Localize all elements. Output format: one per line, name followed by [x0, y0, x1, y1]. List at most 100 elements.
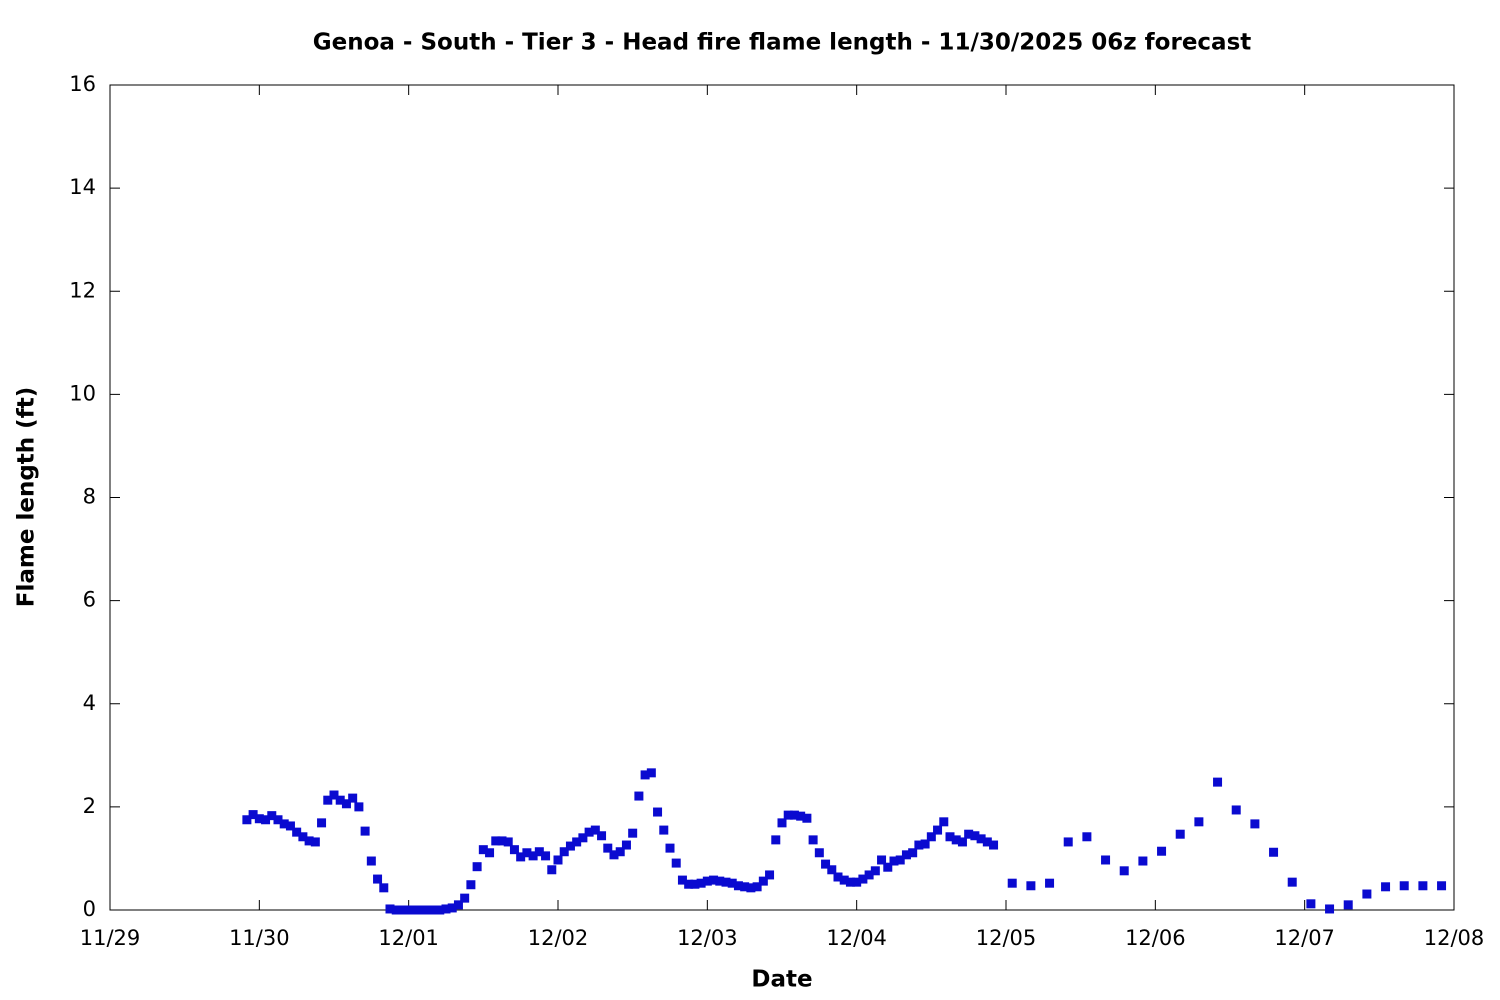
data-point: [858, 874, 868, 884]
data-point: [727, 878, 737, 888]
data-point: [416, 905, 426, 915]
data-point: [559, 847, 569, 857]
data-point: [304, 836, 314, 846]
y-tick-label: 10: [69, 381, 96, 405]
chart-title: Genoa - South - Tier 3 - Head fire flame…: [313, 30, 1252, 56]
data-point: [877, 855, 887, 865]
data-point: [1343, 900, 1353, 910]
data-point: [702, 876, 712, 886]
data-point: [789, 810, 799, 820]
data-point: [883, 862, 893, 872]
data-point: [621, 840, 631, 850]
data-point: [590, 825, 600, 835]
y-tick-label: 0: [83, 897, 96, 921]
data-point: [578, 833, 588, 843]
data-point: [348, 793, 358, 803]
data-point: [491, 836, 501, 846]
data-point: [254, 814, 264, 824]
data-point: [982, 837, 992, 847]
data-point: [870, 866, 880, 876]
data-point: [354, 802, 364, 812]
data-point: [677, 875, 687, 885]
data-point: [453, 900, 463, 910]
data-point: [279, 819, 289, 829]
x-tick-label: 12/08: [1424, 926, 1485, 950]
data-point: [528, 851, 538, 861]
data-point: [933, 825, 943, 835]
data-point: [261, 815, 271, 825]
data-point: [497, 836, 507, 846]
data-point: [634, 791, 644, 801]
x-tick-label: 12/05: [976, 926, 1037, 950]
data-point: [1287, 877, 1297, 887]
y-tick-label: 8: [83, 485, 96, 509]
data-point: [758, 876, 768, 886]
data-point: [553, 855, 563, 865]
data-point: [895, 855, 905, 865]
data-point: [696, 878, 706, 888]
data-point: [410, 905, 420, 915]
data-point: [1101, 855, 1111, 865]
data-point: [429, 905, 439, 915]
data-point: [765, 870, 775, 880]
data-point: [715, 876, 725, 886]
data-point: [298, 832, 308, 842]
data-point: [1325, 904, 1335, 914]
data-point: [864, 870, 874, 880]
data-point: [1269, 847, 1279, 857]
y-tick-label: 4: [83, 691, 96, 715]
data-point: [360, 826, 370, 836]
data-point: [1418, 881, 1428, 891]
data-point: [1119, 866, 1129, 876]
data-point: [908, 848, 918, 858]
data-point: [285, 821, 295, 831]
data-point: [404, 905, 414, 915]
data-point: [771, 835, 781, 845]
data-point: [572, 837, 582, 847]
data-point: [1306, 899, 1316, 909]
data-point: [740, 882, 750, 892]
x-tick-label: 12/04: [826, 926, 887, 950]
data-point: [690, 879, 700, 889]
data-point: [653, 807, 663, 817]
data-point: [547, 865, 557, 875]
data-point: [808, 835, 818, 845]
data-point: [379, 883, 389, 893]
x-tick-label: 11/29: [80, 926, 141, 950]
data-point: [1138, 856, 1148, 866]
data-point: [329, 790, 339, 800]
data-point: [391, 905, 401, 915]
data-point: [659, 825, 669, 835]
data-point: [1175, 829, 1185, 839]
x-tick-label: 11/30: [229, 926, 290, 950]
data-point: [1437, 881, 1447, 891]
data-point: [478, 845, 488, 855]
data-point: [267, 811, 277, 821]
data-point: [970, 831, 980, 841]
data-point: [385, 904, 395, 914]
data-point: [709, 875, 719, 885]
data-point: [889, 856, 899, 866]
data-point: [366, 856, 376, 866]
data-point: [503, 837, 513, 847]
data-point: [335, 795, 345, 805]
data-point: [777, 818, 787, 828]
data-point: [821, 859, 831, 869]
data-point: [957, 837, 967, 847]
data-point: [1194, 817, 1204, 827]
data-point: [733, 881, 743, 891]
data-point: [541, 851, 551, 861]
data-point: [845, 877, 855, 887]
x-axis-label: Date: [751, 967, 812, 993]
data-point: [609, 850, 619, 860]
data-point: [516, 852, 526, 862]
data-point: [317, 818, 327, 828]
data-point: [746, 883, 756, 893]
data-point: [951, 835, 961, 845]
data-point: [435, 905, 445, 915]
data-point: [1399, 881, 1409, 891]
data-point: [485, 848, 495, 858]
data-point: [926, 832, 936, 842]
